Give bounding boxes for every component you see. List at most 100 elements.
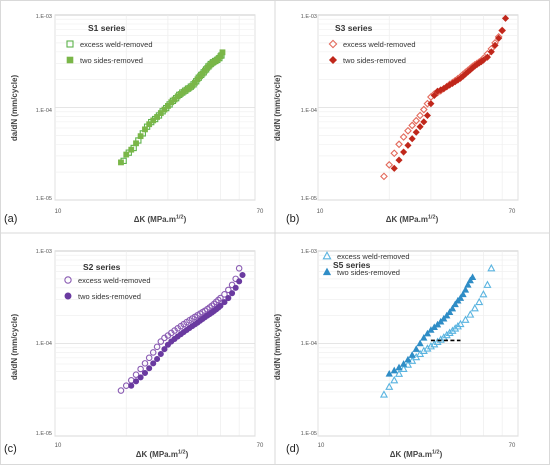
panel-label: (a): [4, 213, 17, 225]
data-point: [165, 103, 171, 109]
data-point: [412, 116, 421, 125]
data-point: [404, 355, 412, 363]
y-tick-label: 1.E-05: [36, 431, 52, 437]
chart-title: S2 series: [83, 262, 121, 272]
data-point: [149, 349, 157, 356]
data-point: [399, 133, 408, 141]
data-point: [395, 140, 403, 149]
legend-label: two sides-removed: [343, 56, 406, 65]
data-point: [225, 286, 232, 294]
chart-panel-1: S1 series excess weld-removed two sides-re…: [4, 14, 264, 225]
data-point: [395, 156, 403, 164]
data-point: [137, 133, 144, 140]
x-axis-label-close: ): [186, 450, 189, 459]
series-1: [379, 263, 496, 398]
legend-label: two sides-removed: [78, 292, 141, 301]
data-point: [133, 140, 139, 147]
data-point: [399, 364, 408, 373]
y-tick-label: 1.E-04: [36, 108, 52, 114]
data-point: [157, 350, 164, 358]
grid: [54, 15, 256, 201]
data-point: [395, 363, 403, 371]
x-axis-label: ΔK (MPa.m1/2): [390, 450, 443, 460]
data-point: [466, 310, 475, 318]
data-point: [132, 371, 140, 378]
data-point: [221, 291, 228, 298]
x-axis-label-exponent: 1/2: [178, 450, 186, 456]
data-point: [221, 299, 228, 306]
data-point: [430, 91, 438, 99]
data-point: [385, 160, 394, 169]
data-point: [219, 49, 226, 56]
data-point: [464, 281, 472, 288]
y-tick-label: 1.E-05: [36, 196, 52, 202]
chart-title: S1 series: [88, 23, 126, 33]
series-2: [390, 14, 510, 172]
data-point: [419, 105, 428, 114]
data-point: [390, 164, 398, 172]
data-point: [217, 294, 224, 302]
panel-label: (b): [286, 213, 299, 225]
x-axis-label-exponent: 1/2: [428, 215, 436, 221]
series-2: [128, 271, 246, 389]
panel-label: (d): [286, 443, 299, 455]
data-point: [385, 369, 393, 377]
data-point: [483, 280, 492, 288]
legend-marker: [66, 56, 74, 64]
y-tick-label: 1.E-04: [301, 341, 317, 347]
data-point: [157, 110, 164, 116]
y-tick-label: 1.E-05: [301, 196, 317, 202]
panel-label: (c): [4, 443, 17, 455]
data-point: [236, 278, 243, 285]
data-point: [459, 290, 467, 298]
data-point: [466, 276, 474, 284]
data-point: [146, 121, 153, 128]
chart-panel-3: S2 series excess weld-removed two sides-re…: [4, 249, 264, 459]
data-point: [145, 354, 153, 362]
data-point: [146, 365, 153, 372]
legend-label: excess weld-removed: [78, 276, 151, 285]
data-point: [456, 319, 465, 328]
data-point: [416, 111, 424, 120]
x-axis-label-close: ): [440, 450, 443, 459]
data-point: [416, 123, 424, 131]
data-point: [150, 117, 157, 124]
data-point: [423, 344, 432, 352]
x-tick-label: 70: [509, 443, 516, 449]
data-point: [154, 114, 160, 120]
data-point: [445, 328, 454, 336]
y-axis-label: da/dN (mm/cycle): [273, 75, 282, 142]
legend-marker: [64, 276, 72, 284]
data-point: [228, 281, 236, 289]
y-tick-label: 1.E-03: [301, 14, 317, 20]
legend-marker: [64, 292, 72, 300]
data-point: [133, 378, 140, 385]
legend: excess weld-removed two sides-removed: [328, 39, 416, 65]
x-tick-label: 70: [509, 209, 516, 215]
x-tick-label: 10: [317, 209, 324, 215]
data-point: [232, 284, 239, 291]
data-point: [420, 334, 428, 341]
x-axis-label-main: ΔK (MPa.m: [136, 450, 178, 459]
x-tick-label: 10: [55, 209, 62, 215]
data-point: [235, 265, 243, 272]
data-point: [412, 128, 420, 136]
data-point: [137, 365, 144, 373]
legend: excess weld-removed two sides-removed: [66, 40, 153, 65]
data-point: [142, 126, 148, 133]
y-tick-label: 1.E-05: [301, 431, 317, 437]
legend: excess weld-removed two sides-removed: [64, 276, 151, 301]
data-point: [443, 311, 451, 319]
data-point: [426, 342, 435, 350]
data-point: [123, 151, 130, 158]
y-tick-label: 1.E-03: [36, 249, 52, 255]
data-point: [461, 285, 470, 293]
x-axis-label-close: ): [436, 215, 439, 224]
x-axis-label-exponent: 1/2: [432, 450, 440, 456]
data-point: [137, 374, 144, 381]
data-point: [157, 338, 165, 345]
legend-marker: [322, 251, 332, 260]
data-point: [423, 111, 431, 120]
y-axis-label: da/dN (mm/cycle): [10, 75, 19, 142]
